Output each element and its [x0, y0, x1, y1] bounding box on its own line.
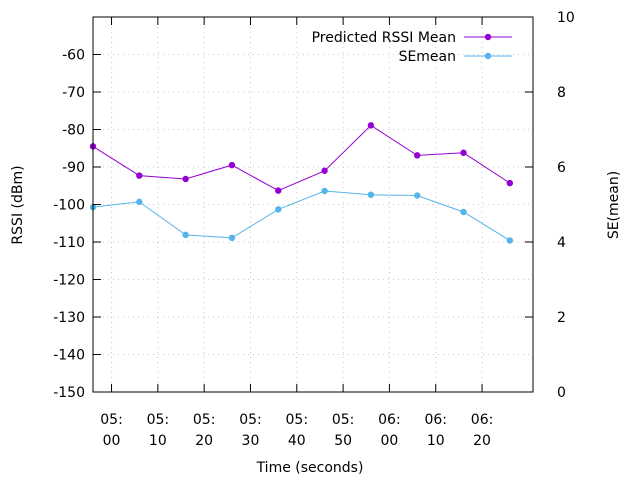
y-left-tick-label: -100 [53, 198, 85, 214]
x-tick-label-line1: 05: [100, 412, 123, 428]
x-tick-label-line1: 06: [471, 412, 494, 428]
y-left-tick-label: -130 [53, 310, 85, 326]
series-line-1 [92, 190, 511, 241]
y-right-tick-label: 6 [557, 160, 566, 176]
y-left-tick-label: -140 [53, 348, 85, 364]
x-tick-label-line2: 10 [427, 433, 445, 449]
data-point-0 [275, 187, 282, 194]
data-point-0 [414, 152, 421, 159]
data-point-1 [182, 231, 189, 239]
y-axis-right-label: SE(mean) [606, 171, 622, 239]
x-tick-label-line2: 40 [288, 433, 306, 449]
x-tick-label-line1: 06: [378, 412, 401, 428]
data-point-1 [136, 198, 143, 206]
data-point-1 [414, 192, 421, 199]
x-tick-label-line1: 05: [286, 412, 309, 428]
y-left-tick-label: -60 [62, 48, 85, 64]
x-tick-label-line1: 05: [193, 412, 216, 428]
x-axis-label: Time (seconds) [256, 460, 364, 476]
legend: Predicted RSSI Mean SEmean [312, 30, 512, 65]
series-lines [89, 122, 514, 244]
x-tick-label-line2: 00 [103, 433, 121, 449]
legend-label-semean: SEmean [399, 49, 456, 65]
x-tick-label-line1: 05: [147, 412, 170, 428]
y-right-tick-label: 0 [557, 385, 566, 401]
y-left-tick-label: -80 [62, 123, 85, 139]
y-right-tick-label: 10 [557, 10, 575, 26]
x-tick-label-line1: 05: [239, 412, 262, 428]
data-point-0 [367, 122, 375, 129]
data-point-1 [460, 208, 467, 216]
y-right-tick-label: 2 [557, 310, 566, 326]
data-point-1 [506, 237, 514, 244]
x-tick-label-line1: 06: [424, 412, 447, 428]
y-left-tick-label: -150 [53, 385, 85, 401]
y-axis-left-label: RSSI (dBm) [10, 165, 26, 244]
data-point-0 [136, 172, 143, 179]
legend-marker-semean [484, 52, 492, 60]
data-point-0 [460, 149, 467, 156]
data-point-0 [228, 161, 236, 169]
y-left-tick-label: -70 [62, 85, 85, 101]
y-right-tick-label: 4 [557, 235, 566, 251]
data-point-0 [506, 179, 514, 187]
y-left-tick-label: -90 [62, 160, 85, 176]
data-point-1 [321, 187, 328, 195]
x-tick-label-line2: 10 [149, 433, 167, 449]
series-line-0 [92, 124, 511, 192]
y-left-tick-label: -110 [53, 235, 85, 251]
data-point-1 [228, 234, 236, 242]
grid [93, 17, 533, 392]
x-tick-label-line1: 05: [332, 412, 355, 428]
x-tick-label-line2: 20 [195, 433, 213, 449]
data-point-0 [182, 175, 189, 183]
x-tick-label-line2: 50 [334, 433, 352, 449]
y-left-tick-label: -120 [53, 273, 85, 289]
y-right-tick-label: 8 [557, 85, 566, 101]
ticks: -60 -70 -80 -90 -100 -110 -120 -130 -140 -150 10 8 6… [53, 10, 575, 449]
legend-marker-rssi-mean [484, 33, 492, 41]
x-tick-label-line2: 20 [473, 433, 491, 449]
legend-label-rssi-mean: Predicted RSSI Mean [312, 30, 456, 46]
x-tick-label-line2: 30 [242, 433, 260, 449]
data-point-0 [321, 167, 328, 174]
data-point-1 [275, 206, 282, 213]
data-point-1 [367, 191, 375, 198]
x-tick-label-line2: 00 [381, 433, 399, 449]
